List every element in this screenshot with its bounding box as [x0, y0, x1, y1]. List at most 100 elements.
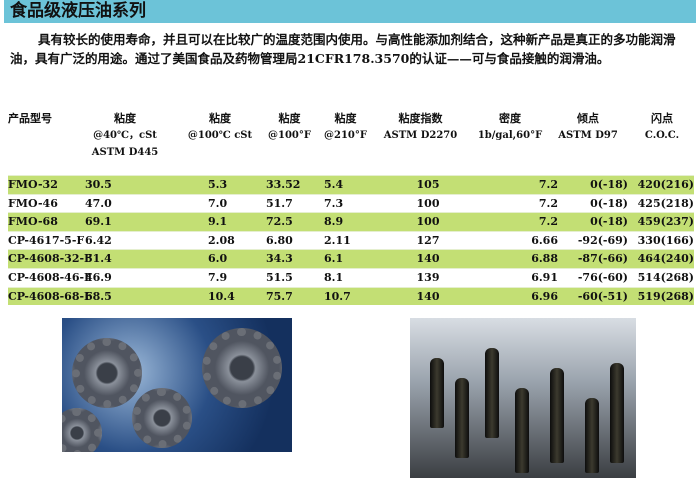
table-cell: 105 [416, 178, 440, 191]
table-cell: 6.1 [324, 252, 344, 266]
table-cell: 68.5 [85, 289, 112, 303]
table-row: CP-4608-68-F 68.5 10.4 75.7 10.7 140 6.96 -60(-… [8, 286, 694, 306]
table-cell: 140 [416, 252, 440, 266]
table-cell: 6.66 [531, 233, 558, 247]
gears-photo [62, 318, 292, 452]
table-cell: 6.91 [531, 270, 558, 284]
header-label: 粘度指数 [398, 112, 443, 125]
header-label: 粘度 [209, 112, 231, 125]
table-cell: 2.08 [208, 233, 235, 247]
product-model: FMO-68 [8, 215, 58, 229]
header-visc100c: 粘度 @100℃ cSt [180, 110, 260, 144]
table-cell: 69.1 [85, 215, 112, 229]
table-cell: 464(240) [637, 252, 694, 266]
table-cell: 2.11 [324, 233, 351, 247]
table-cell: 100 [416, 215, 440, 229]
product-model: CP-4608-46-F [8, 270, 92, 284]
header-flash-point: 闪点 C.O.C. [632, 110, 692, 144]
table-cell: 7.9 [208, 270, 228, 284]
header-label: 粘度 [278, 112, 301, 125]
table-cell: 6.80 [266, 233, 293, 247]
table-cell: 5.4 [324, 178, 344, 191]
table-cell: 6.88 [531, 252, 558, 266]
table-cell: 127 [416, 233, 440, 247]
header-vi: 粘度指数 ASTM D2270 [378, 110, 463, 144]
header-label: 粘度 [114, 112, 136, 125]
product-model: FMO-46 [8, 196, 58, 210]
table-cell: 9.1 [208, 215, 228, 229]
table-cell: 6.96 [531, 289, 558, 303]
header-label: 闪点 [651, 112, 673, 125]
table-cell: 0(-18) [590, 215, 628, 229]
product-table: FMO-32 30.5 5.3 33.52 5.4 105 7.2 0(-18) 420(216… [8, 175, 694, 306]
table-cell: 10.4 [208, 289, 235, 303]
table-cell: 7.2 [538, 178, 558, 191]
table-cell: 8.9 [324, 215, 344, 229]
header-sub: @210°F [324, 130, 367, 141]
header-sub: C.O.C. [644, 130, 680, 141]
table-cell: 7.2 [538, 196, 558, 210]
table-cell: 420(216) [637, 178, 694, 191]
table-row: FMO-32 30.5 5.3 33.52 5.4 105 7.2 0(-18) 420(216… [8, 175, 694, 194]
header-sub: ASTM D445 [91, 147, 159, 158]
header-label: 倾点 [577, 112, 599, 125]
table-cell: 47.0 [85, 196, 112, 210]
header-sub: 1b/gal,60°F [477, 130, 543, 141]
table-row: CP-4608-32-F 31.4 6.0 34.3 6.1 140 6.88 -87(-66… [8, 249, 694, 268]
table-cell: -92(-69) [577, 233, 628, 247]
header-sub: @100°F [268, 130, 311, 141]
table-cell: 46.9 [85, 270, 112, 284]
table-cell: 100 [416, 196, 440, 210]
table-cell: 51.5 [266, 270, 293, 284]
table-cell: 7.0 [208, 196, 228, 210]
header-label: 产品型号 [8, 112, 52, 125]
table-row: CP-4608-46-F 46.9 7.9 51.5 8.1 139 6.91 -76(-60… [8, 267, 694, 287]
header-pour-point: 倾点 ASTM D97 [553, 110, 623, 144]
table-cell: 72.5 [266, 215, 293, 229]
table-row: CP-4617-5-F 6.42 2.08 6.80 2.11 127 6.66 -92(-6… [8, 230, 694, 250]
table-cell: 140 [416, 289, 440, 303]
header-label: 粘度 [334, 112, 357, 125]
table-cell: 330(166) [637, 233, 694, 247]
header-sub: ASTM D2270 [383, 130, 458, 141]
table-cell: 33.52 [266, 178, 301, 191]
product-model: FMO-32 [8, 178, 58, 191]
table-cell: 51.7 [266, 196, 293, 210]
table-cell: 10.7 [324, 289, 351, 303]
table-cell: -76(-60) [577, 270, 628, 284]
table-cell: 519(268) [637, 289, 694, 303]
table-cell: 75.7 [266, 289, 293, 303]
product-model: CP-4617-5-F [8, 233, 85, 247]
table-cell: 7.3 [324, 196, 344, 210]
product-model: CP-4608-68-F [8, 289, 92, 303]
table-row: FMO-46 47.0 7.0 51.7 7.3 100 7.2 0(-18) 425(218) [8, 193, 694, 213]
table-cell: 30.5 [85, 178, 112, 191]
table-row: FMO-68 69.1 9.1 72.5 8.9 100 7.2 0(-18) 459(237) [8, 212, 694, 231]
table-cell: 6.42 [85, 233, 112, 247]
table-cell: 5.3 [208, 178, 228, 191]
product-model: CP-4608-32-F [8, 252, 92, 266]
header-sub: @40℃，cSt [93, 130, 157, 141]
table-cell: 459(237) [637, 215, 694, 229]
header-sub: ASTM D97 [558, 130, 618, 141]
table-cell: 31.4 [85, 252, 112, 266]
bottling-line-photo [410, 318, 636, 478]
header-model: 产品型号 [8, 110, 78, 127]
table-cell: 6.0 [208, 252, 228, 266]
table-cell: 8.1 [324, 270, 344, 284]
section-title: 食品级液压油系列 [4, 0, 696, 23]
header-visc210f: 粘度 @210°F [318, 110, 373, 144]
table-cell: -87(-66) [577, 252, 628, 266]
table-cell: -60(-51) [577, 289, 628, 303]
table-cell: 34.3 [266, 252, 293, 266]
table-cell: 0(-18) [590, 196, 628, 210]
header-label: 密度 [499, 112, 521, 125]
header-visc40: 粘度 @40℃，cSt ASTM D445 [85, 110, 165, 161]
table-cell: 425(218) [637, 196, 694, 210]
table-cell: 139 [416, 270, 440, 284]
table-cell: 514(268) [637, 270, 694, 284]
header-density: 密度 1b/gal,60°F [470, 110, 550, 144]
table-cell: 7.2 [538, 215, 558, 229]
header-sub: @100℃ cSt [187, 130, 253, 141]
table-cell: 0(-18) [590, 178, 628, 191]
